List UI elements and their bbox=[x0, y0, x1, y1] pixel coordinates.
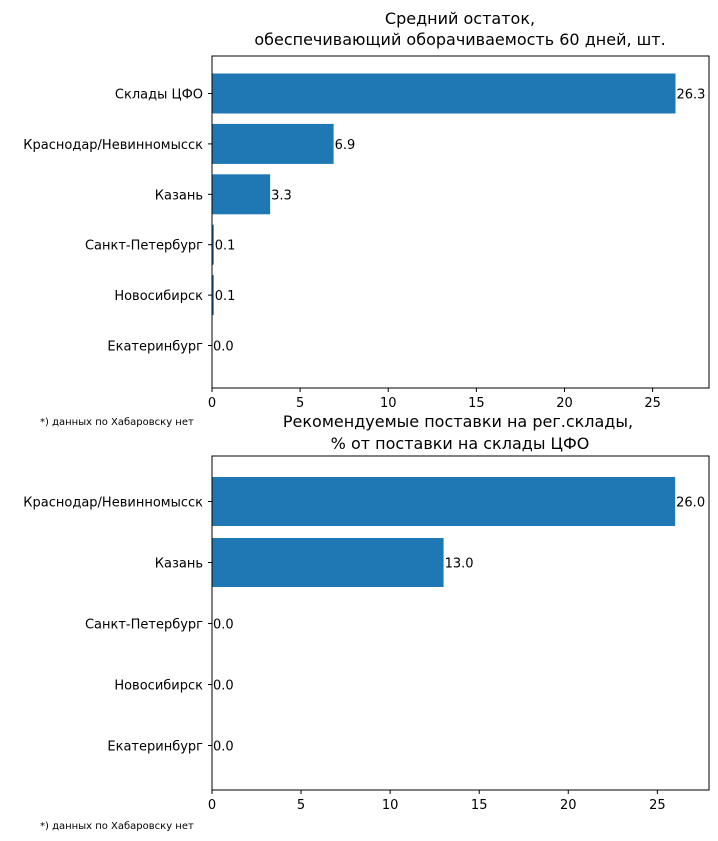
x-tick-label: 5 bbox=[297, 798, 305, 813]
plot-frame bbox=[211, 455, 710, 791]
data-label: 0.1 bbox=[215, 289, 236, 304]
chart-recommended-supply: Рекомендуемые поставки на рег.склады, % … bbox=[23, 412, 710, 832]
data-label: 3.3 bbox=[271, 188, 292, 203]
y-tick-label: Екатеринбург bbox=[107, 740, 203, 755]
x-tick-label: 15 bbox=[471, 798, 488, 813]
y-tick-label: Санкт-Петербург bbox=[85, 618, 203, 633]
x-tick-label: 0 bbox=[208, 396, 216, 411]
footnote: *) данных по Хабаровску нет bbox=[40, 417, 194, 428]
plot-frame bbox=[211, 55, 710, 389]
y-tick-label: Казань bbox=[155, 188, 203, 203]
chart-title-line-2: % от поставки на склады ЦФО bbox=[331, 434, 590, 453]
data-label: 26.3 bbox=[677, 88, 706, 103]
chart-title-line-1: Рекомендуемые поставки на рег.склады, bbox=[283, 412, 633, 431]
y-tick-label: Санкт-Петербург bbox=[85, 239, 203, 254]
chart-average-stock: Средний остаток, обеспечивающий оборачив… bbox=[23, 9, 710, 428]
data-label: 0.0 bbox=[213, 340, 234, 355]
chart-title-line-2: обеспечивающий оборачиваемость 60 дней, … bbox=[254, 30, 665, 49]
x-tick-label: 25 bbox=[644, 396, 661, 411]
y-tick-label: Краснодар/Невинномысск bbox=[23, 138, 203, 153]
y-tick-labels: Краснодар/Невинномысск Казань Санкт-Петерб… bbox=[23, 496, 212, 755]
data-label: 26.0 bbox=[676, 496, 705, 511]
data-label: 0.0 bbox=[213, 679, 234, 694]
bars-group: 26.0 13.0 0.0 0.0 0.0 bbox=[212, 477, 705, 755]
x-tick-label: 5 bbox=[296, 396, 304, 411]
y-tick-label: Новосибирск bbox=[114, 679, 203, 694]
y-tick-label: Екатеринбург bbox=[107, 340, 203, 355]
data-label: 13.0 bbox=[445, 557, 474, 572]
x-ticks: 0 5 10 15 20 25 bbox=[208, 790, 666, 813]
footnote: *) данных по Хабаровску нет bbox=[40, 821, 194, 832]
bars-group: 26.3 6.9 3.3 0.1 0.1 0.0 bbox=[212, 73, 706, 355]
data-label: 0.0 bbox=[213, 740, 234, 755]
data-label: 0.0 bbox=[213, 618, 234, 633]
x-tick-label: 20 bbox=[556, 396, 573, 411]
bar bbox=[212, 123, 334, 164]
chart-title-line-1: Средний остаток, bbox=[385, 9, 535, 28]
x-tick-label: 10 bbox=[382, 798, 399, 813]
y-tick-label: Казань bbox=[155, 557, 203, 572]
y-tick-labels: Склады ЦФО Краснодар/Невинномысск Казань Са… bbox=[23, 88, 212, 355]
x-tick-label: 15 bbox=[468, 396, 485, 411]
y-tick-label: Склады ЦФО bbox=[115, 88, 203, 103]
data-label: 0.1 bbox=[215, 239, 236, 254]
bar bbox=[212, 275, 214, 316]
x-tick-label: 0 bbox=[208, 798, 216, 813]
x-tick-label: 10 bbox=[380, 396, 397, 411]
x-tick-label: 20 bbox=[560, 798, 577, 813]
y-tick-label: Краснодар/Невинномысск bbox=[23, 496, 203, 511]
bar bbox=[212, 73, 676, 114]
bar bbox=[212, 224, 214, 265]
bar bbox=[212, 477, 676, 526]
x-tick-label: 25 bbox=[649, 798, 666, 813]
bar bbox=[212, 538, 444, 587]
x-ticks: 0 5 10 15 20 25 bbox=[208, 388, 661, 411]
bar bbox=[212, 174, 271, 215]
data-label: 6.9 bbox=[335, 138, 356, 153]
y-tick-label: Новосибирск bbox=[114, 289, 203, 304]
